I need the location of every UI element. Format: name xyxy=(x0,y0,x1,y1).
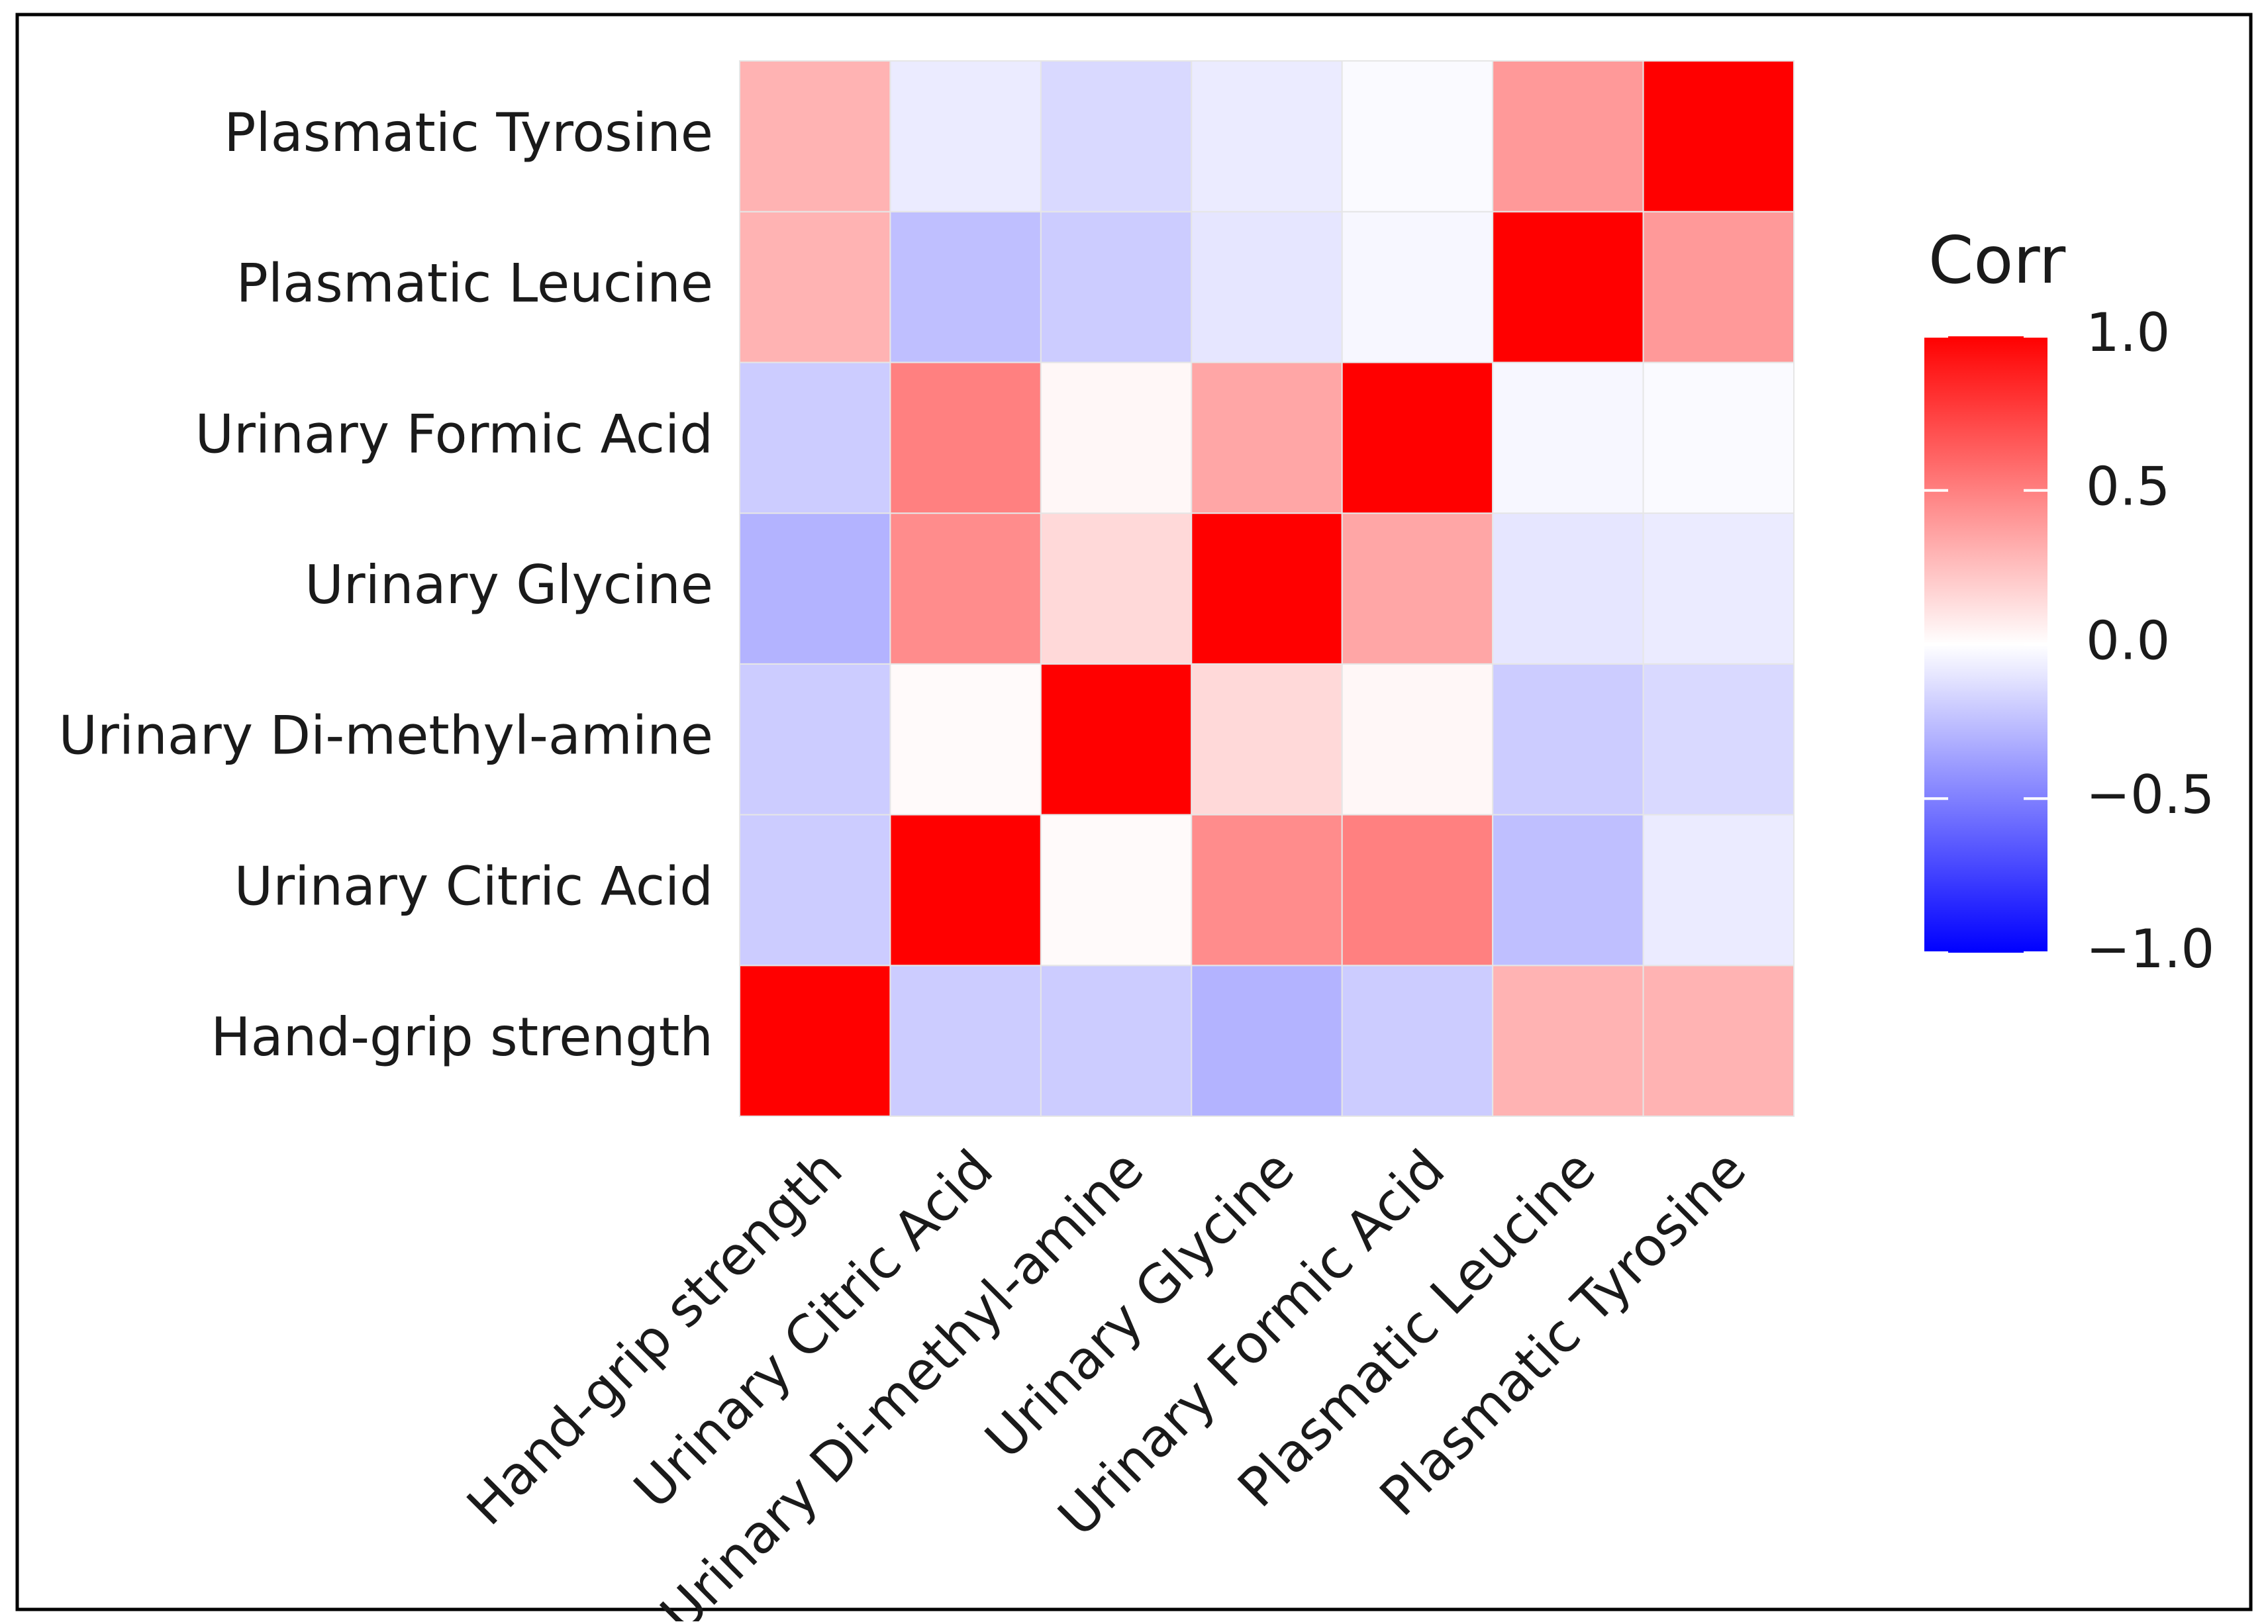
cell xyxy=(1341,361,1494,514)
y-tick-label: Urinary Di-methyl-amine xyxy=(58,705,713,767)
cell xyxy=(1492,814,1644,967)
colorbar-tick-label: −0.5 xyxy=(2086,764,2214,826)
cell xyxy=(889,60,1042,213)
cell xyxy=(1642,965,1795,1118)
colorbar-tick-label: 0.0 xyxy=(2086,610,2170,671)
cell xyxy=(1040,60,1193,213)
cell xyxy=(1341,60,1494,213)
cell xyxy=(1492,965,1644,1118)
y-tick-label: Plasmatic Leucine xyxy=(236,253,713,314)
cell xyxy=(1341,814,1494,967)
cell xyxy=(1642,60,1795,213)
colorbar-tick-label: 0.5 xyxy=(2086,456,2170,518)
y-tick-label: Urinary Citric Acid xyxy=(234,855,713,917)
cell xyxy=(1341,663,1494,816)
cell xyxy=(1040,211,1193,363)
cell xyxy=(1040,512,1193,665)
cell xyxy=(1642,512,1795,665)
cell xyxy=(739,60,891,213)
cell xyxy=(739,663,891,816)
colorbar-tick-label: −1.0 xyxy=(2086,918,2214,980)
cell xyxy=(1341,512,1494,665)
cell xyxy=(1191,211,1343,363)
y-tick-label: Urinary Formic Acid xyxy=(195,403,713,465)
cell xyxy=(889,663,1042,816)
legend-title: Corr xyxy=(1928,223,2066,299)
cell xyxy=(1040,663,1193,816)
cell xyxy=(739,814,891,967)
cell xyxy=(889,211,1042,363)
cell xyxy=(1191,965,1343,1118)
colorbar-tick-label: 1.0 xyxy=(2086,302,2170,363)
y-tick-label: Urinary Glycine xyxy=(305,554,713,616)
y-tick-label: Hand-grip strength xyxy=(211,1006,713,1068)
cell xyxy=(1492,663,1644,816)
cell xyxy=(889,512,1042,665)
cell xyxy=(1492,361,1644,514)
cell xyxy=(1642,663,1795,816)
y-tick-label: Plasmatic Tyrosine xyxy=(224,102,713,164)
cell xyxy=(739,512,891,665)
cell xyxy=(889,965,1042,1118)
cell xyxy=(1191,663,1343,816)
cell xyxy=(739,361,891,514)
cell xyxy=(1642,361,1795,514)
cell xyxy=(1492,60,1644,213)
cell xyxy=(1040,361,1193,514)
cell xyxy=(739,965,891,1118)
cell xyxy=(1492,512,1644,665)
cell xyxy=(1191,814,1343,967)
cell xyxy=(1191,512,1343,665)
cell xyxy=(1040,814,1193,967)
cell xyxy=(1341,965,1494,1118)
cell xyxy=(739,211,891,363)
cell xyxy=(1191,60,1343,213)
cell xyxy=(889,814,1042,967)
cell xyxy=(1040,965,1193,1118)
cell xyxy=(889,361,1042,514)
cell xyxy=(1642,211,1795,363)
cell xyxy=(1341,211,1494,363)
cell xyxy=(1191,361,1343,514)
cell xyxy=(1642,814,1795,967)
cell xyxy=(1492,211,1644,363)
